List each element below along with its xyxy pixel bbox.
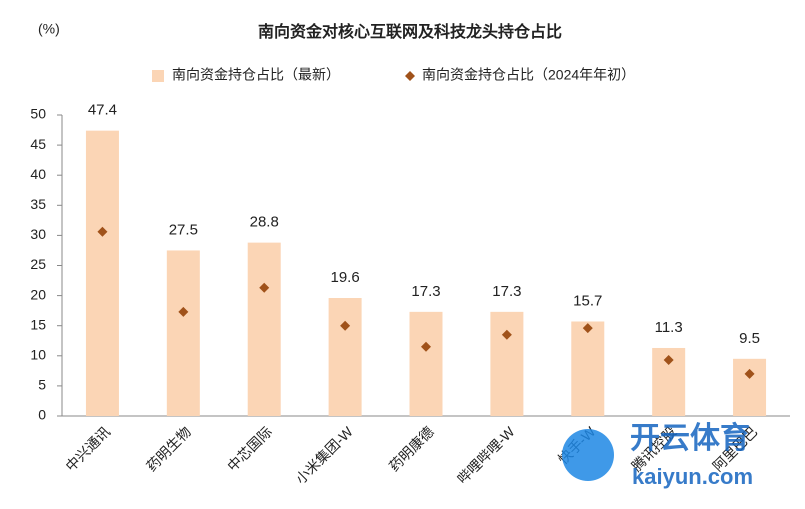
watermark-logo	[562, 429, 614, 481]
value-label: 15.7	[573, 292, 602, 309]
chart-title: 南向资金对核心互联网及科技龙头持仓占比	[258, 22, 562, 41]
y-tick-label: 20	[30, 286, 46, 302]
x-tick-label: 中兴通讯	[62, 423, 113, 474]
legend-swatch	[405, 71, 415, 81]
bar	[733, 358, 767, 416]
y-tick-label: 40	[30, 166, 46, 182]
marker	[744, 368, 755, 379]
watermark-url: kaiyun.com	[632, 464, 753, 489]
marker	[663, 355, 674, 366]
x-tick-label: 药明康德	[386, 423, 437, 474]
bar	[490, 311, 524, 416]
x-tick-label: 小米集团-W	[292, 423, 356, 487]
bar	[328, 298, 362, 416]
x-tick-label: 中芯国际	[224, 423, 275, 474]
y-tick-label: 10	[30, 347, 46, 363]
value-label: 9.5	[739, 330, 760, 347]
bar	[247, 242, 281, 416]
value-label: 28.8	[250, 214, 279, 231]
y-tick-label: 45	[30, 136, 46, 152]
value-label: 11.3	[655, 319, 683, 336]
legend-label: 南向资金持仓占比（最新）	[172, 67, 340, 83]
value-label: 47.4	[88, 102, 117, 119]
y-axis-label: (%)	[38, 21, 60, 37]
value-label: 17.3	[492, 283, 521, 300]
value-label: 17.3	[411, 283, 440, 300]
legend-swatch	[152, 70, 164, 82]
bar	[409, 311, 443, 416]
legend-label: 南向资金持仓占比（2024年年初）	[422, 67, 635, 83]
y-tick-label: 15	[30, 316, 46, 332]
marker	[340, 320, 351, 331]
x-tick-label: 药明生物	[143, 423, 194, 474]
y-tick-label: 5	[38, 377, 46, 393]
y-tick-label: 0	[38, 407, 46, 423]
marker	[421, 341, 431, 352]
y-tick-label: 35	[30, 196, 46, 212]
bar	[166, 250, 200, 416]
y-tick-label: 30	[30, 226, 46, 242]
watermark-brand: 开云体育	[630, 421, 750, 455]
bar	[85, 130, 119, 417]
y-tick-label: 25	[30, 256, 46, 272]
x-tick-label: 哔哩哔哩-W	[454, 423, 518, 487]
marker	[501, 329, 512, 340]
marker	[97, 226, 108, 237]
y-tick-label: 50	[30, 106, 46, 122]
value-label: 19.6	[331, 269, 360, 286]
marker	[582, 323, 593, 334]
bar	[571, 321, 605, 416]
watermark: 开云体育 kaiyun.com	[562, 421, 753, 489]
value-label: 27.5	[169, 221, 198, 238]
marker	[178, 306, 189, 317]
marker	[259, 282, 270, 293]
